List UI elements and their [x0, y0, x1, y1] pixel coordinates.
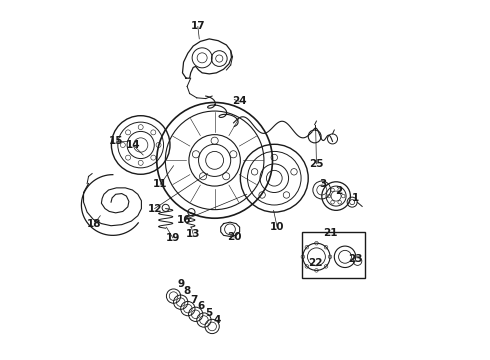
Text: 2: 2 [335, 186, 342, 197]
Text: 22: 22 [309, 258, 323, 268]
Text: 20: 20 [227, 232, 242, 242]
Bar [302, 232, 365, 278]
Text: 12: 12 [147, 203, 162, 213]
Text: 24: 24 [232, 96, 247, 107]
Text: 11: 11 [153, 179, 168, 189]
Text: 13: 13 [186, 229, 200, 239]
Text: 4: 4 [214, 315, 221, 325]
Text: 19: 19 [166, 233, 180, 243]
Text: 1: 1 [351, 193, 359, 203]
Text: 3: 3 [319, 179, 326, 189]
Text: 15: 15 [108, 136, 123, 146]
Text: 14: 14 [126, 140, 141, 150]
Text: 10: 10 [270, 222, 284, 232]
Text: 23: 23 [348, 254, 362, 264]
Text: 7: 7 [191, 295, 198, 305]
Text: 16: 16 [177, 215, 192, 225]
Text: 17: 17 [191, 21, 205, 31]
Text: 5: 5 [206, 308, 213, 318]
Text: 21: 21 [323, 228, 338, 238]
Text: 9: 9 [177, 279, 184, 289]
Text: 18: 18 [87, 219, 101, 229]
Text: 6: 6 [198, 301, 205, 311]
Text: 8: 8 [184, 287, 191, 296]
Text: 25: 25 [309, 159, 324, 169]
